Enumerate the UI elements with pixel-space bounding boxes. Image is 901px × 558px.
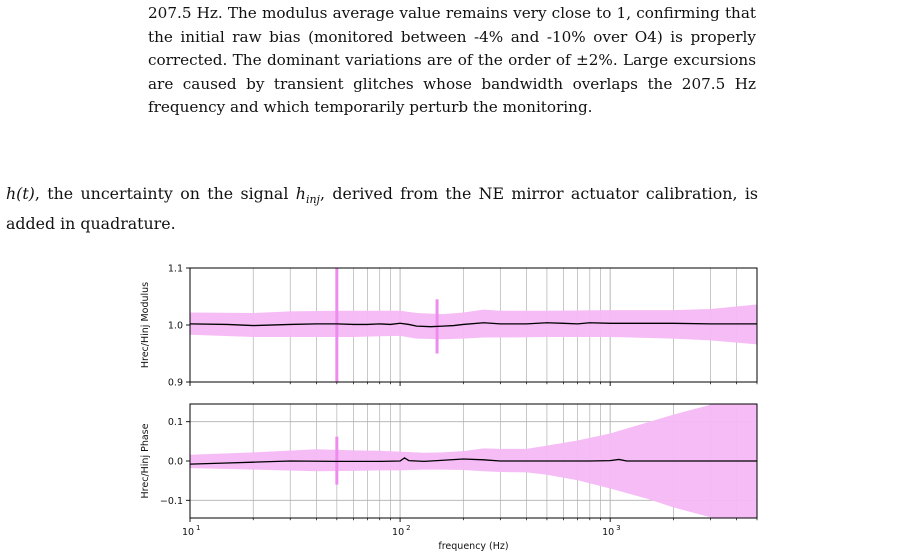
x-tick-exponent: 1 (196, 524, 200, 532)
y-tick-label: 1.1 (168, 264, 183, 275)
y-tick-label: 0.9 (168, 378, 183, 389)
x-axis-label: frequency (Hz) (438, 541, 508, 552)
x-tick-label: 10 (602, 527, 614, 538)
x-tick-exponent: 2 (406, 524, 410, 532)
y-axis-label: Hrec/Hinj Phase (140, 423, 151, 498)
body-paragraph-1: 207.5 Hz. The modulus average value rema… (148, 4, 756, 117)
y-axis-label: Hrec/Hinj Modulus (140, 282, 151, 368)
body-paragraph-2: h(t), the uncertainty on the signal hinj… (6, 182, 758, 236)
paragraph2-text-a: , the uncertainty on the signal (34, 184, 296, 203)
math-h-of-t: h(t) (6, 184, 35, 203)
uncertainty-band (190, 304, 757, 345)
math-h: h (295, 184, 306, 203)
y-tick-label: 0.1 (168, 417, 183, 428)
y-tick-label: −0.1 (160, 496, 183, 507)
paragraph2-text-b: , derived from the NE mirror actuator ca… (6, 184, 758, 234)
math-subscript-inj: inj (305, 193, 320, 207)
median-line (190, 322, 757, 328)
plot-area (190, 404, 757, 518)
median-line (190, 457, 757, 465)
y-tick-label: 1.0 (168, 321, 183, 332)
y-tick-label: 0.0 (168, 457, 183, 468)
x-tick-label: 10 (182, 527, 194, 538)
uncertainty-band (190, 404, 757, 518)
plot-area (190, 268, 757, 382)
x-tick-exponent: 3 (616, 524, 620, 532)
panel-1: 0.9 1.0 1.1 Hrec/Hinj Modulus (140, 264, 758, 389)
x-tick-label: 10 (392, 527, 404, 538)
